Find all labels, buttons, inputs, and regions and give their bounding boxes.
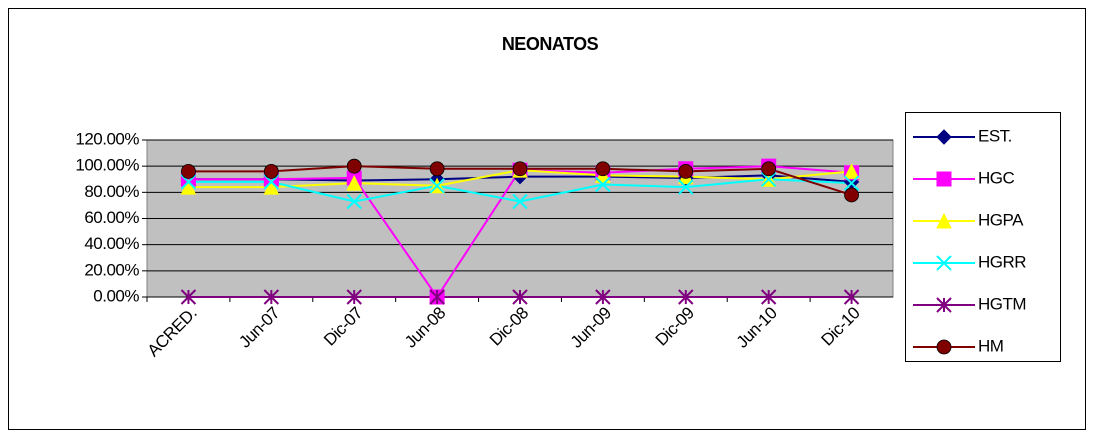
point [263,178,280,195]
y-tick-label: 120.00% [75,129,139,148]
point [263,174,280,190]
legend-label: HGPA [978,210,1024,229]
y-tick-label: 80.00% [84,182,139,201]
point [760,289,777,305]
point [844,187,859,203]
point [346,193,362,210]
point [429,289,445,305]
point [181,163,196,179]
legend-marker [936,212,952,229]
point [843,289,860,305]
y-tick-label: 20.00% [84,260,139,279]
point [678,163,694,179]
point [180,174,197,190]
legend-label: HGRR [978,252,1026,271]
point [678,179,694,195]
point [761,161,777,177]
y-tick-label: 60.00% [84,208,139,227]
legend-label: HM [978,336,1003,355]
legend-box [905,112,1061,362]
point [678,289,694,305]
point [346,175,363,191]
legend-marker [936,339,952,355]
legend-marker [936,255,952,271]
point [512,193,528,210]
y-tick-label: 0.00% [93,286,139,305]
point [180,178,197,195]
point [595,176,611,193]
point [595,289,611,305]
point [843,175,860,191]
y-tick-label: 100.00% [75,156,139,175]
point [346,289,362,305]
point [843,163,860,179]
y-tick-label: 40.00% [84,234,139,253]
legend-marker [936,129,952,145]
legend-marker [936,297,952,313]
point [512,161,528,177]
point [760,171,777,187]
point [346,158,362,174]
point [180,289,197,305]
legend-marker [936,171,952,187]
point [595,161,611,177]
point [263,163,279,179]
point [429,161,445,177]
point [512,289,528,305]
chart-title: NEONATOS [502,34,599,54]
point [263,289,280,305]
legend-label: HGTM [978,294,1026,313]
legend-label: EST. [978,126,1012,145]
legend-label: HGC [978,168,1015,187]
point [429,178,445,194]
